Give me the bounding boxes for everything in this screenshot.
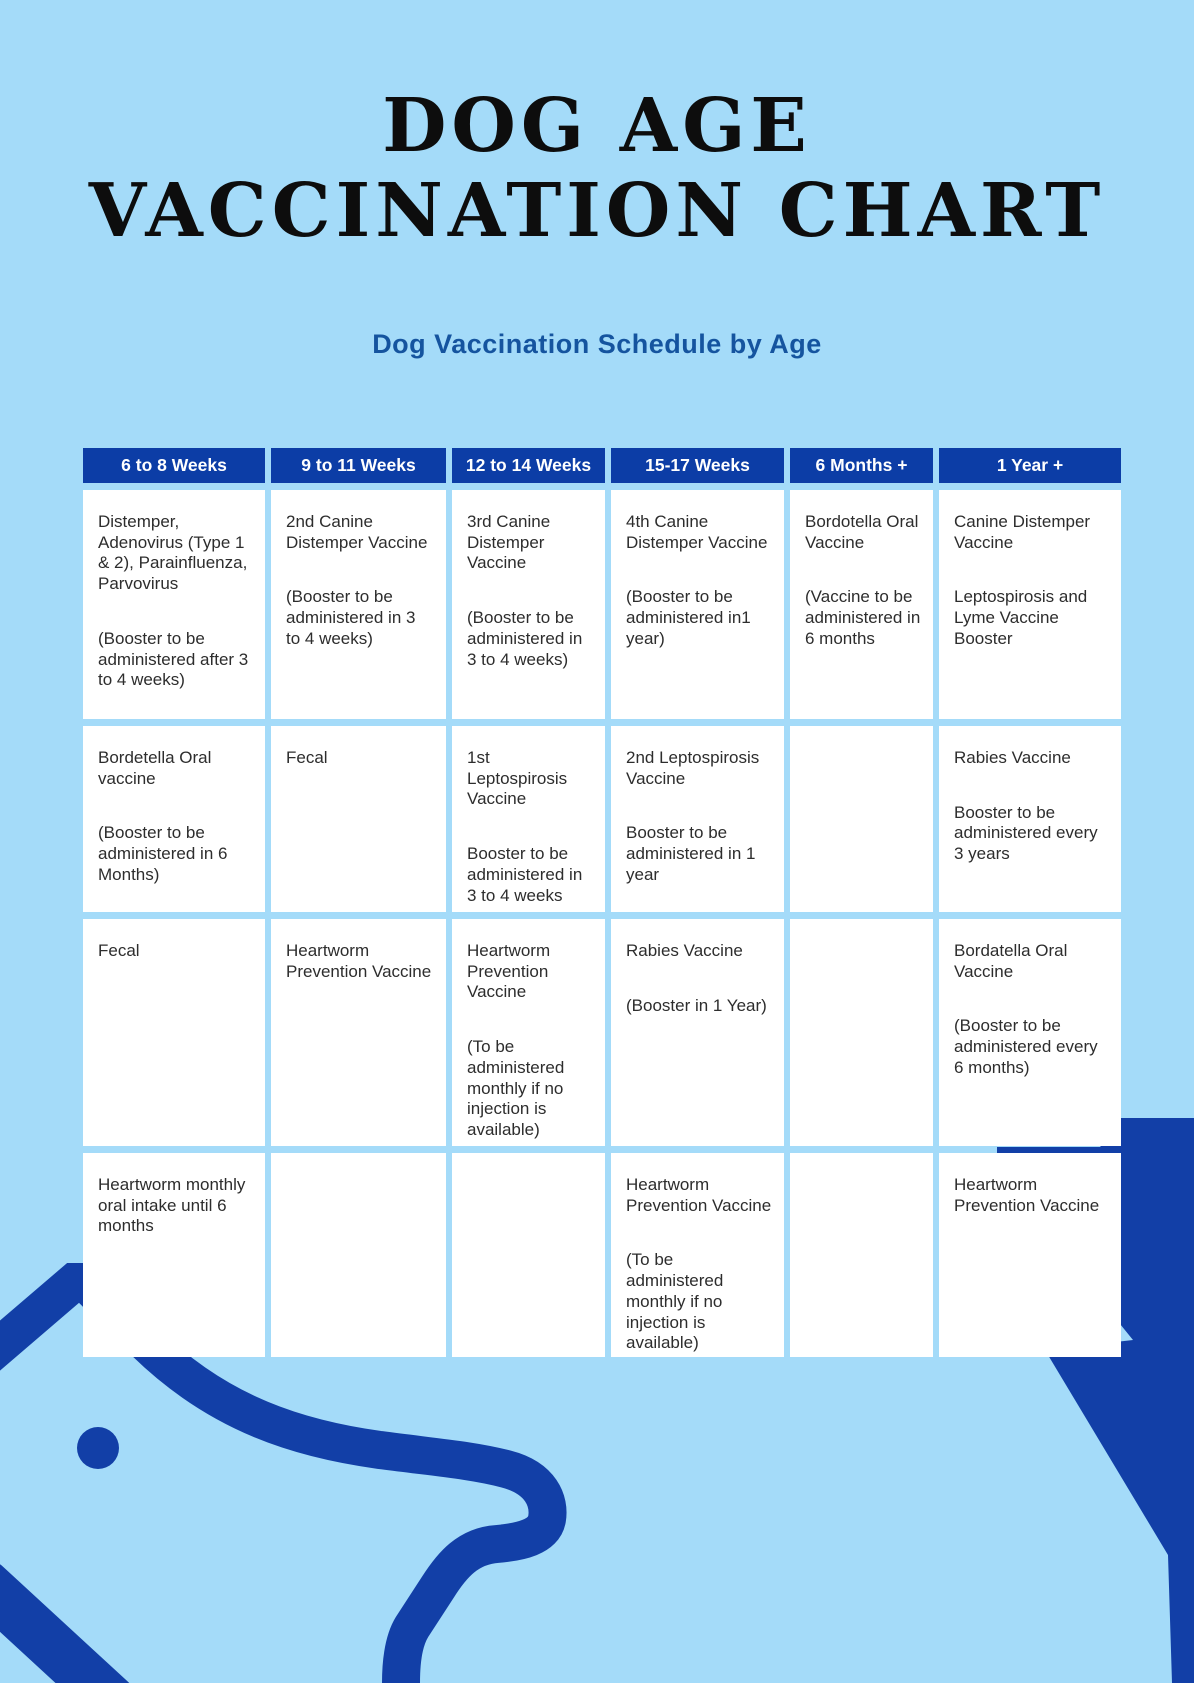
column-header: 15-17 Weeks (611, 448, 784, 483)
dog-collar-band (0, 1564, 130, 1683)
table-cell (271, 1153, 446, 1357)
cell-paragraph: Booster to be administered in 3 to 4 wee… (467, 844, 583, 905)
cell-paragraph: (Booster in 1 Year) (626, 995, 767, 1015)
table-cell: Heartworm Prevention Vaccine (To be admin… (611, 1153, 784, 1357)
table-cell: Heartworm Prevention Vaccine (To be admin… (452, 919, 605, 1146)
dog-eye-dot (77, 1427, 119, 1469)
table-cell: Canine Distemper Vaccine Leptospirosis an… (939, 490, 1121, 719)
table-cell: Fecal (83, 919, 265, 1146)
table-cell: Rabies Vaccine (Booster in 1 Year) (611, 919, 784, 1146)
cell-paragraph: 1st Leptospirosis Vaccine (467, 748, 568, 809)
table-cell: Heartworm Prevention Vaccine (939, 1153, 1121, 1357)
table-cell (790, 726, 933, 912)
column-header: 9 to 11 Weeks (271, 448, 446, 483)
cell-paragraph: Booster to be administered every 3 years (954, 802, 1098, 864)
cell-paragraph: Heartworm Prevention Vaccine (954, 1175, 1100, 1215)
cell-paragraph: (Booster to be administered after 3 to 4… (98, 628, 249, 690)
cell-paragraph: Canine Distemper Vaccine (954, 512, 1091, 552)
table-cell: Distemper, Adenovirus (Type 1 & 2), Para… (83, 490, 265, 719)
cell-paragraph: 3rd Canine Distemper Vaccine (467, 512, 551, 573)
cell-paragraph: (Vaccine to be administered in 6 months (805, 587, 921, 648)
cell-paragraph: (Booster to be administered in 3 to 4 we… (286, 587, 416, 648)
vaccination-table: 6 to 8 Weeks 9 to 11 Weeks 12 to 14 Weeks 1… (75, 440, 1129, 1365)
cell-paragraph: (Booster to be administered in1 year) (626, 587, 751, 648)
table-cell: Bordatella Oral Vaccine (Booster to be ad… (939, 919, 1121, 1146)
cell-paragraph: (Booster to be administered in 6 Months) (98, 823, 228, 884)
table-cell: 1st Leptospirosis Vaccine Booster to be a… (452, 726, 605, 912)
cell-paragraph: 2nd Leptospirosis Vaccine (626, 748, 760, 788)
table-cell: Rabies Vaccine Booster to be administered… (939, 726, 1121, 912)
cell-paragraph: Rabies Vaccine (954, 748, 1071, 767)
cell-paragraph: Heartworm Prevention Vaccine (286, 941, 432, 981)
cell-paragraph: (To be administered monthly if no inject… (626, 1250, 724, 1353)
cell-paragraph: Fecal (98, 941, 140, 960)
table-cell: 2nd Leptospirosis Vaccine Booster to be a… (611, 726, 784, 912)
cell-paragraph: Fecal (286, 748, 328, 767)
column-header: 1 Year + (939, 448, 1121, 483)
cell-paragraph: 2nd Canine Distemper Vaccine (286, 512, 428, 552)
cell-paragraph: Rabies Vaccine (626, 941, 743, 960)
cell-paragraph: Bordetella Oral vaccine (98, 748, 212, 788)
title-line-2: VACCINATION CHART (88, 168, 1106, 255)
cell-paragraph: Booster to be administered in 1 year (626, 823, 756, 884)
cell-paragraph: Bordatella Oral Vaccine (954, 941, 1068, 981)
cell-paragraph: (To be administered monthly if no inject… (467, 1037, 565, 1140)
table-cell: Bordetella Oral vaccine (Booster to be ad… (83, 726, 265, 912)
table-cell (790, 919, 933, 1146)
page-title: DOG AGE VACCINATION CHART (0, 83, 1194, 255)
cell-paragraph: Heartworm monthly oral intake until 6 mo… (98, 1175, 246, 1236)
page-subtitle: Dog Vaccination Schedule by Age (372, 329, 822, 359)
table-cell (452, 1153, 605, 1357)
table-cell: Bordotella Oral Vaccine (Vaccine to be ad… (790, 490, 933, 719)
cell-paragraph: Bordotella Oral Vaccine (805, 512, 919, 552)
table-cell: Heartworm monthly oral intake until 6 mo… (83, 1153, 265, 1357)
table-cell: Heartworm Prevention Vaccine (271, 919, 446, 1146)
cell-paragraph: 4th Canine Distemper Vaccine (626, 512, 768, 552)
table-cell: 2nd Canine Distemper Vaccine (Booster to … (271, 490, 446, 719)
cell-paragraph: Distemper, Adenovirus (Type 1 & 2), Para… (98, 512, 248, 594)
cell-paragraph: Heartworm Prevention Vaccine (467, 941, 551, 1002)
title-line-1: DOG AGE (382, 83, 812, 169)
cell-paragraph: (Booster to be administered in 3 to 4 we… (467, 608, 583, 669)
column-header: 12 to 14 Weeks (452, 448, 605, 483)
cell-paragraph: (Booster to be administered every 6 mont… (954, 1016, 1098, 1077)
column-header: 6 to 8 Weeks (83, 448, 265, 483)
table-cell: 4th Canine Distemper Vaccine (Booster to … (611, 490, 784, 719)
table-cell (790, 1153, 933, 1357)
cell-paragraph: Leptospirosis and Lyme Vaccine Booster (954, 587, 1088, 648)
cell-paragraph: Heartworm Prevention Vaccine (626, 1175, 772, 1215)
column-header: 6 Months + (790, 448, 933, 483)
table-cell: 3rd Canine Distemper Vaccine (Booster to … (452, 490, 605, 719)
table-cell: Fecal (271, 726, 446, 912)
